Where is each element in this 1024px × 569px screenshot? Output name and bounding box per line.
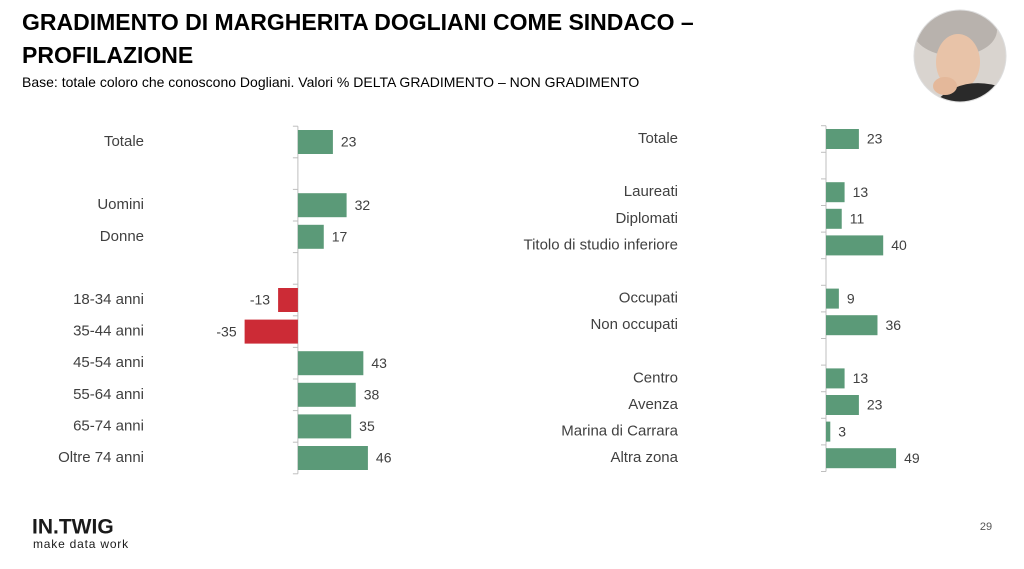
category-label: 45-54 anni xyxy=(73,354,144,371)
value-label: 17 xyxy=(332,229,348,245)
page-number: 29 xyxy=(980,521,992,533)
bar xyxy=(826,235,884,256)
value-label: 35 xyxy=(359,418,375,434)
title: GRADIMENTO DI MARGHERITA DOGLIANI COME S… xyxy=(22,9,694,35)
category-label: Diplomati xyxy=(615,210,678,227)
bar xyxy=(826,421,831,442)
bar xyxy=(826,288,839,309)
value-label: 40 xyxy=(891,237,907,253)
category-label: Non occupati xyxy=(590,316,678,333)
bar xyxy=(826,315,878,336)
bar xyxy=(297,414,352,439)
bar xyxy=(297,351,364,376)
category-label: Avenza xyxy=(628,396,678,413)
title: PROFILAZIONE xyxy=(22,42,193,68)
value-label: 36 xyxy=(885,317,901,333)
value-label: 23 xyxy=(341,134,357,150)
category-label: Altra zona xyxy=(610,449,678,466)
category-label: 35-44 anni xyxy=(73,323,144,340)
category-label: Oltre 74 anni xyxy=(58,449,144,466)
category-label: 18-34 anni xyxy=(73,291,144,308)
value-label: -13 xyxy=(250,292,270,308)
bar xyxy=(826,368,845,389)
category-label: 65-74 anni xyxy=(73,417,144,434)
bar xyxy=(826,182,845,203)
category-label: Donne xyxy=(100,228,144,245)
bar xyxy=(297,382,356,407)
category-label: Uomini xyxy=(97,196,144,213)
value-label: 23 xyxy=(867,131,883,147)
bar xyxy=(297,446,368,470)
bar xyxy=(278,288,298,312)
category-label: Laureati xyxy=(624,183,678,200)
category-label: Titolo di studio inferiore xyxy=(523,236,678,253)
logo: IN.TWIG xyxy=(32,516,114,539)
category-label: Totale xyxy=(104,133,144,150)
category-label: 55-64 anni xyxy=(73,386,144,403)
bar xyxy=(826,208,842,229)
bar xyxy=(826,395,859,415)
value-label: -35 xyxy=(216,323,236,339)
value-label: 46 xyxy=(376,450,392,466)
category-label: Centro xyxy=(633,369,678,386)
value-label: 43 xyxy=(371,355,387,371)
subtitle: Base: totale coloro che conoscono Doglia… xyxy=(22,74,639,90)
value-label: 49 xyxy=(904,450,920,466)
value-label: 32 xyxy=(355,197,371,213)
bar xyxy=(297,193,347,218)
category-label: Marina di Carrara xyxy=(561,423,678,440)
value-label: 23 xyxy=(867,397,883,413)
value-label: 13 xyxy=(853,370,869,386)
photo xyxy=(914,10,1006,102)
value-label: 13 xyxy=(853,184,869,200)
bar xyxy=(826,448,897,469)
value-label: 9 xyxy=(847,290,855,306)
value-label: 11 xyxy=(850,211,865,227)
category-label: Occupati xyxy=(619,290,678,307)
bar xyxy=(297,130,333,154)
value-label: 3 xyxy=(838,423,846,439)
bar xyxy=(826,129,859,149)
bar xyxy=(244,319,298,344)
bar xyxy=(297,224,324,249)
photo-border xyxy=(913,9,1007,103)
value-label: 38 xyxy=(364,387,380,403)
tagline: make data work xyxy=(33,537,129,551)
category-label: Totale xyxy=(638,130,678,147)
